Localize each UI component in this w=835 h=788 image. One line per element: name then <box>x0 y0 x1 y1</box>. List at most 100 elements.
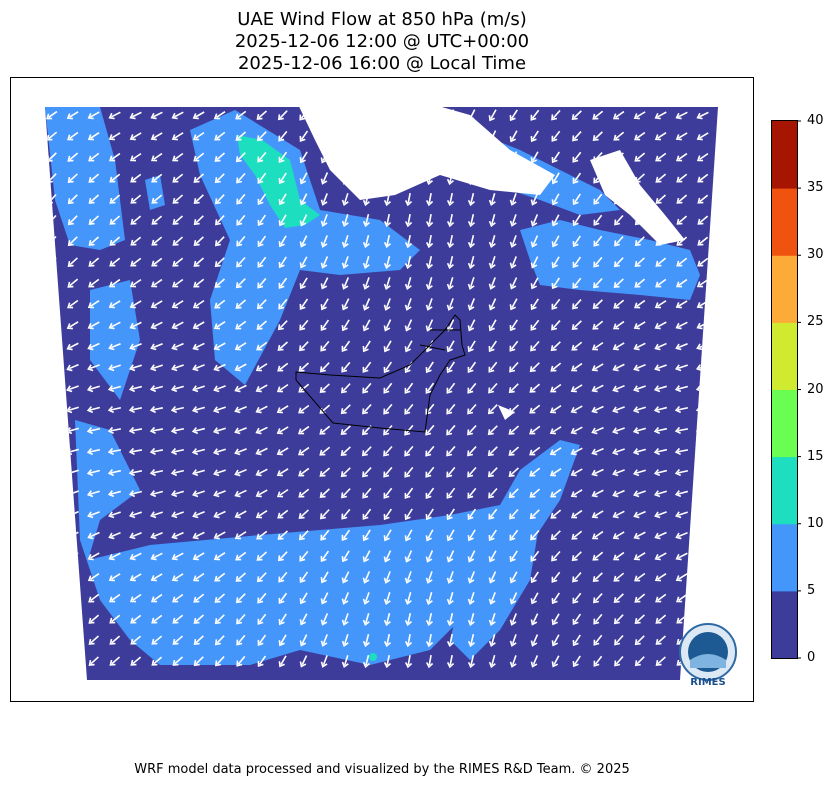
wind-arrow <box>47 655 57 667</box>
wind-arrow <box>530 214 539 227</box>
wind-arrow <box>320 340 330 352</box>
wind-arrow <box>257 193 267 205</box>
wind-arrow <box>653 385 667 393</box>
wind-arrow <box>446 298 454 311</box>
wind-arrow <box>467 130 476 143</box>
wind-arrow <box>129 364 142 372</box>
wind-arrow <box>551 319 561 331</box>
wind-arrow <box>341 361 351 373</box>
wind-arrow <box>675 552 688 561</box>
wind-arrow <box>530 550 540 562</box>
wind-arrow <box>149 385 164 393</box>
wind-arrow <box>571 320 582 331</box>
wind-arrow <box>488 298 497 311</box>
wind-arrow <box>404 171 412 186</box>
wind-arrow <box>278 151 288 163</box>
wind-arrow <box>655 194 667 204</box>
wind-arrow <box>129 111 142 120</box>
wind-arrow <box>236 655 246 667</box>
wind-arrow <box>674 490 689 498</box>
wind-arrow <box>404 382 414 394</box>
wind-arrow <box>149 426 164 435</box>
wind-arrow <box>128 447 143 456</box>
wind-arrow <box>109 278 121 288</box>
wind-arrow <box>256 110 268 120</box>
wind-arrow <box>551 151 560 164</box>
wind-arrow <box>341 298 350 311</box>
wind-arrow <box>87 111 100 120</box>
wind-arrow <box>655 236 667 246</box>
wind-arrow <box>256 572 267 583</box>
wind-arrow <box>529 446 541 456</box>
wind-arrow <box>404 255 412 270</box>
wind-arrow <box>171 573 184 582</box>
wind-arrow <box>362 340 371 353</box>
wind-arrow <box>299 256 308 269</box>
wind-arrow <box>88 215 99 225</box>
wind-arrow <box>67 131 79 141</box>
wind-arrow <box>297 446 310 456</box>
wind-arrow <box>613 131 625 141</box>
wind-arrow <box>129 552 142 561</box>
wind-arrow <box>570 362 583 372</box>
wind-arrow <box>530 109 540 121</box>
wind-arrow <box>299 193 308 206</box>
wind-arrow <box>87 364 100 372</box>
wind-arrow <box>633 385 646 393</box>
wind-arrow <box>572 172 582 184</box>
wind-arrow <box>655 215 666 225</box>
wind-arrow <box>276 488 289 498</box>
wind-arrow <box>299 298 309 311</box>
wind-arrow <box>45 363 58 372</box>
wind-arrow <box>171 111 184 120</box>
wind-arrow <box>107 405 122 414</box>
wind-arrow <box>193 278 205 288</box>
wind-arrow <box>191 427 206 435</box>
wind-arrow <box>234 510 247 519</box>
wind-arrow <box>446 340 455 353</box>
wind-arrow <box>213 385 226 393</box>
wind-arrow <box>446 130 454 143</box>
wind-arrow <box>362 633 370 648</box>
wind-arrow <box>654 300 667 309</box>
wind-arrow <box>383 109 392 122</box>
wind-arrow <box>362 192 370 207</box>
wind-arrow <box>86 490 100 498</box>
wind-arrow <box>130 656 142 666</box>
wind-arrow <box>467 466 477 478</box>
colorbar-tick-label: 40 <box>807 113 824 128</box>
wind-arrow <box>488 172 496 185</box>
wind-arrow <box>530 571 539 584</box>
wind-arrow <box>509 508 519 520</box>
wind-arrow <box>362 151 370 164</box>
wind-arrow <box>257 613 267 625</box>
wind-arrow <box>529 404 541 414</box>
wind-arrow <box>550 341 561 352</box>
wind-arrow <box>551 550 561 562</box>
wind-arrow <box>571 551 582 562</box>
land-mask-iran <box>295 107 685 420</box>
wind-arrow <box>88 173 100 183</box>
wind-arrow <box>674 385 689 393</box>
wind-arrow <box>214 614 225 625</box>
wind-arrow <box>425 445 435 457</box>
wind-arrow <box>591 405 604 414</box>
wind-arrow <box>570 426 583 435</box>
wind-arrow <box>550 488 562 498</box>
wind-arrow <box>192 552 205 561</box>
wind-arrow <box>632 469 646 477</box>
wind-arrow <box>86 448 101 456</box>
wind-arrow <box>425 213 434 228</box>
wind-arrow <box>530 130 539 143</box>
wind-arrow <box>509 655 517 668</box>
wind-arrow <box>88 152 100 162</box>
wind-arrow <box>612 469 625 477</box>
wind-arrow <box>235 299 247 309</box>
wind-arrow <box>319 509 330 520</box>
wind-arrow <box>67 194 78 205</box>
wind-arrow <box>320 550 330 563</box>
wind-arrow <box>529 362 540 373</box>
wind-arrow <box>193 656 204 667</box>
wind-arrow <box>341 277 350 290</box>
wind-arrow <box>108 364 121 372</box>
